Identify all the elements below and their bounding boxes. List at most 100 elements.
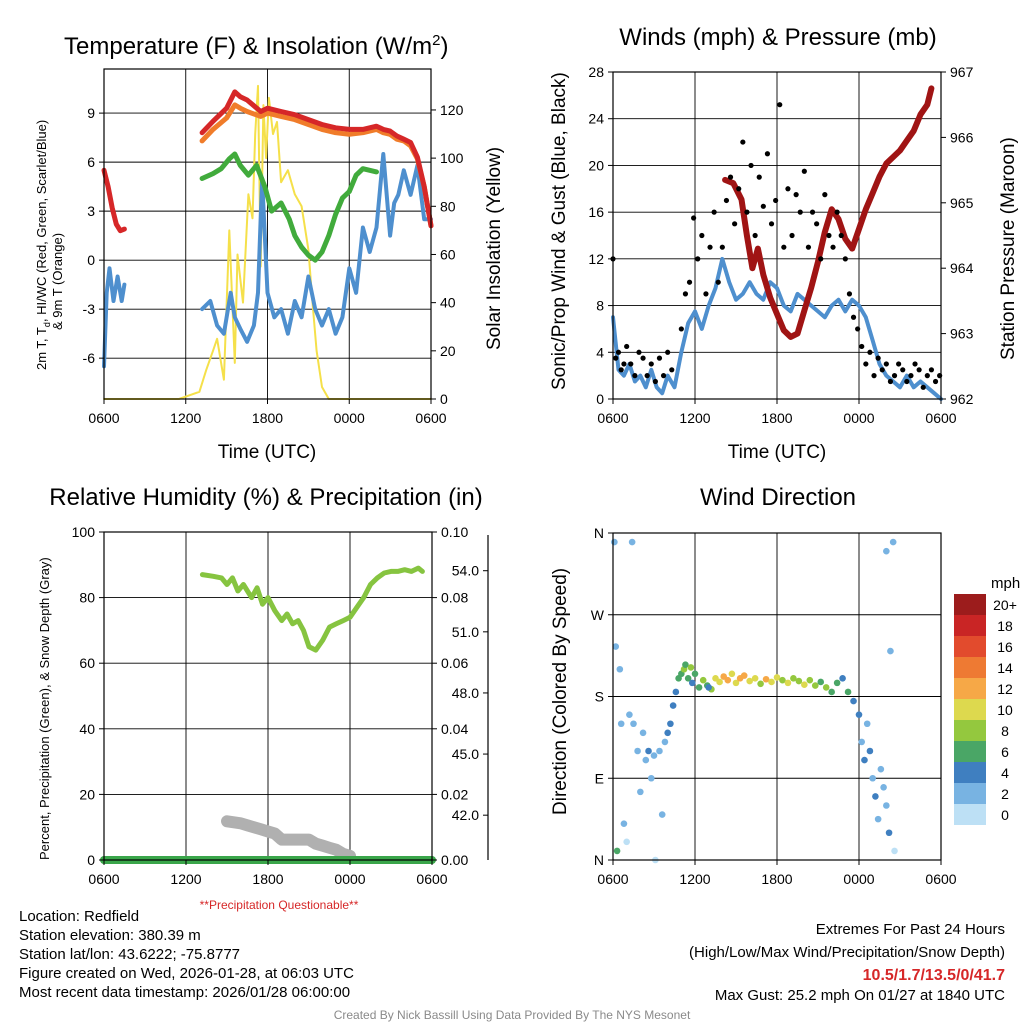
dir-y-tick-label: S: [595, 689, 604, 705]
direction-point: [634, 747, 641, 755]
rh-x-tick-label: 0600: [416, 871, 447, 887]
wind-y-tick-label: 8: [596, 298, 604, 314]
temp-y2-tick-label: 80: [440, 198, 456, 214]
direction-point: [612, 643, 620, 650]
wind-xlabel: Time (UTC): [728, 442, 827, 463]
dir-y-tick-label: W: [591, 607, 605, 623]
gust-point: [732, 221, 738, 227]
gust-point: [640, 355, 646, 361]
wind-x-tick-label: 1800: [761, 410, 792, 426]
wind-y2-tick-label: 962: [950, 391, 974, 407]
gust-point: [875, 355, 881, 361]
gust-point: [834, 209, 840, 215]
direction-point: [801, 681, 808, 688]
dir-ylabel: Direction (Colored By Speed): [550, 568, 571, 815]
wind-y2-tick-label: 964: [950, 260, 974, 276]
gust-point: [928, 367, 935, 373]
legend-swatch: [954, 699, 986, 720]
direction-point: [779, 676, 786, 684]
direction-point: [626, 711, 633, 718]
gust-point: [879, 367, 885, 373]
direction-point: [863, 720, 871, 728]
direction-point: [751, 675, 759, 682]
dir-x-ticks: 0600 1200 1800 0000 0600: [597, 860, 957, 887]
dir-x-tick-label: 1800: [761, 871, 792, 887]
gust-point: [656, 355, 663, 361]
gust-point: [699, 232, 705, 239]
temp-y-tick-label: 9: [87, 105, 95, 121]
wind-x-ticks: 0600 1200 1800 0000 0600: [597, 399, 957, 426]
direction-point: [628, 538, 636, 546]
gust-point: [855, 326, 861, 332]
legend-swatch: [954, 636, 986, 657]
gust-point: [912, 361, 918, 367]
gust-point: [665, 349, 671, 355]
precip-questionable-note: **Precipitation Questionable**: [200, 898, 359, 912]
legend-label: 6: [1001, 744, 1009, 760]
gust-point: [691, 215, 697, 221]
temp-y2-tick-label: 0: [440, 391, 448, 407]
wind-y2-tick-label: 967: [950, 64, 974, 80]
direction-point: [746, 677, 753, 685]
gust-point: [863, 361, 869, 367]
dir-y-tick-label: N: [594, 525, 604, 541]
rh-x-ticks: 0600 1200 1800 0000 0600: [88, 860, 448, 887]
gust-point: [740, 139, 746, 145]
gust-point: [618, 367, 624, 373]
direction-point: [891, 847, 898, 855]
rh-y2-tick-label: 0.00: [441, 852, 468, 868]
gust-point: [707, 244, 713, 250]
temp-y-tick-label: -3: [83, 301, 96, 317]
gust-point: [805, 244, 812, 250]
wind-y-tick-label: 4: [596, 344, 604, 360]
gust-point: [814, 221, 820, 227]
gust-point: [703, 291, 709, 297]
figure-created: Figure created on Wed, 2026-01-28, at 06…: [19, 965, 354, 982]
direction-point: [839, 675, 846, 682]
gust-point: [632, 373, 638, 379]
dir-grid: [613, 533, 941, 860]
dir-series: [611, 538, 898, 864]
direction-point: [806, 676, 814, 684]
direction-point: [682, 661, 689, 669]
gust-point: [615, 349, 622, 355]
gust-point: [752, 232, 758, 239]
gust-point: [801, 168, 807, 174]
direction-point: [885, 829, 893, 837]
gust-point: [748, 162, 754, 169]
wind-x-tick-label: 0000: [843, 410, 874, 426]
temp-ylabel-line2: & 9m T (Orange): [50, 233, 65, 330]
dir-x-tick-label: 0600: [597, 871, 628, 887]
direction-point: [669, 702, 677, 709]
gust-point: [908, 373, 914, 379]
gust-point: [682, 291, 689, 297]
gust-point: [924, 373, 930, 379]
gust-point: [842, 256, 848, 262]
wind-y2-tick-label: 965: [950, 195, 974, 211]
series-sonic-wind: [611, 256, 943, 401]
direction-point: [889, 538, 897, 546]
dir-x-tick-label: 0600: [925, 871, 956, 887]
direction-point: [883, 547, 890, 555]
direction-point: [880, 784, 887, 791]
gust-point: [859, 343, 865, 350]
legend-label: 12: [997, 681, 1013, 697]
gust-point: [793, 192, 799, 198]
legend-swatch: [954, 678, 986, 699]
legend-label: 16: [997, 639, 1013, 655]
gust-point: [711, 209, 717, 215]
station-location: Location: Redfield: [19, 908, 140, 925]
gust-point: [636, 349, 642, 355]
gust-point: [613, 355, 619, 361]
rh-y3-tick-label: 42.0: [452, 807, 479, 823]
gust-point: [744, 209, 750, 215]
direction-point: [817, 678, 825, 686]
legend-label: 18: [997, 618, 1013, 634]
max-gust: Max Gust: 25.2 mph On 01/27 at 1840 UTC: [714, 987, 1005, 1004]
wind-y-tick-label: 12: [588, 251, 604, 267]
rh-y-tick-label: 80: [79, 590, 95, 606]
legend-label: 2: [1001, 786, 1009, 802]
rh-y-tick-label: 20: [79, 786, 95, 802]
direction-point: [691, 670, 699, 678]
direction-point: [732, 679, 740, 687]
